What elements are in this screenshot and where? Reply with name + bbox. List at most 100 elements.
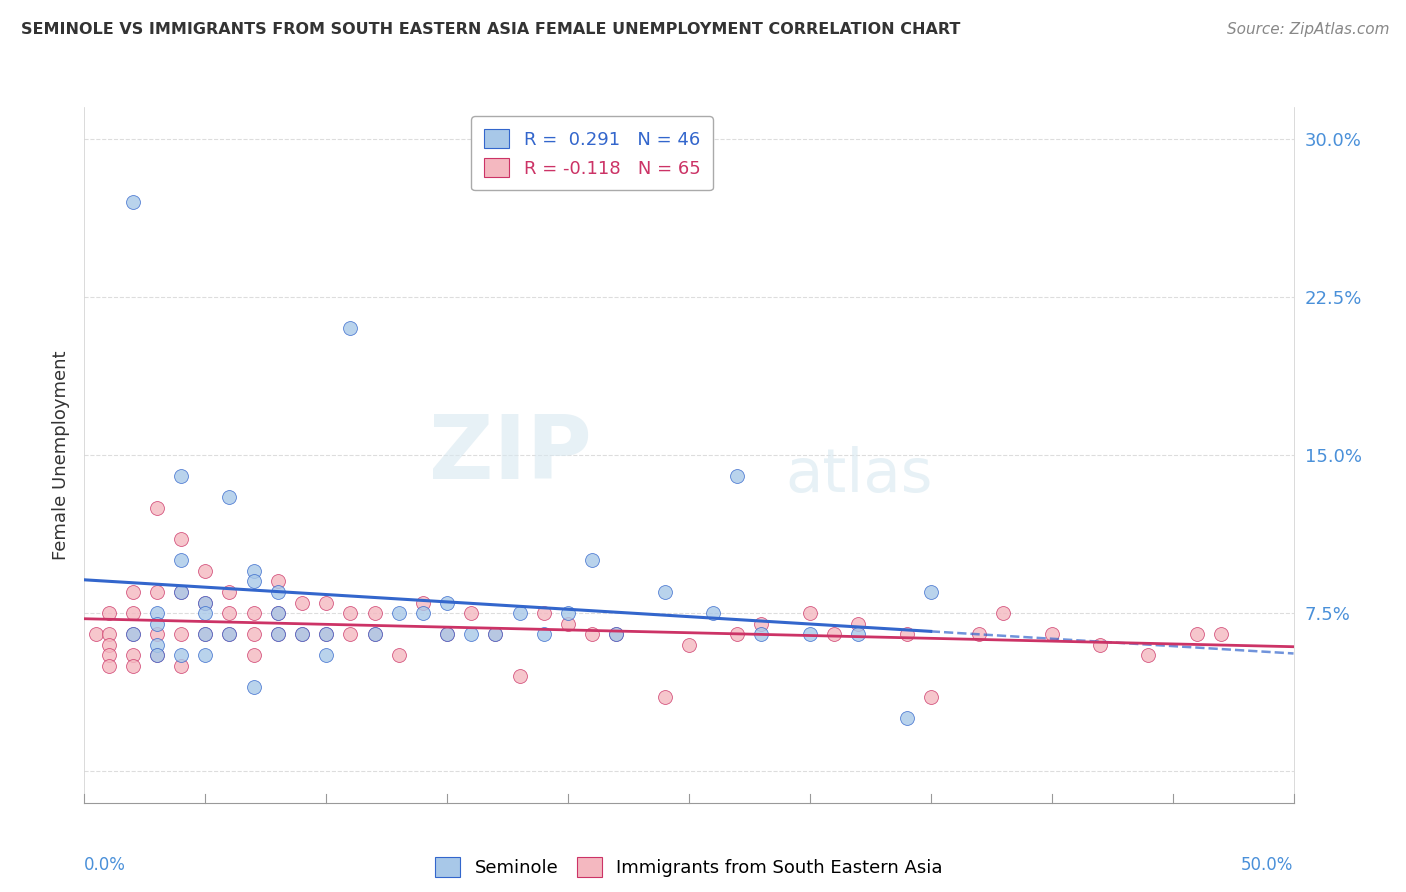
Point (1040, 627, 1063, 641)
Point (388, 606, 411, 620)
Point (121, 627, 143, 641)
Point (725, 627, 748, 641)
Point (557, 606, 579, 620)
Point (194, 595, 217, 609)
Point (388, 648, 411, 663)
Point (339, 321, 361, 335)
Point (605, 627, 627, 641)
Point (97, 638, 120, 652)
Point (654, 585, 676, 599)
Text: SEMINOLE VS IMMIGRANTS FROM SOUTH EASTERN ASIA FEMALE UNEMPLOYMENT CORRELATION C: SEMINOLE VS IMMIGRANTS FROM SOUTH EASTER… (21, 22, 960, 37)
Point (460, 627, 482, 641)
Point (121, 648, 143, 663)
Point (170, 553, 193, 567)
Point (557, 616, 579, 631)
Point (146, 638, 169, 652)
Point (146, 585, 169, 599)
Point (146, 616, 169, 631)
Point (218, 606, 240, 620)
Point (315, 595, 337, 609)
Point (896, 627, 918, 641)
Text: Source: ZipAtlas.com: Source: ZipAtlas.com (1226, 22, 1389, 37)
Point (218, 627, 240, 641)
Point (993, 606, 1015, 620)
Point (194, 595, 217, 609)
Point (533, 627, 555, 641)
Point (363, 606, 385, 620)
Point (86, 627, 108, 641)
Point (799, 627, 821, 641)
Text: 50.0%: 50.0% (1241, 855, 1294, 873)
Point (170, 648, 193, 663)
Point (97, 627, 120, 641)
Point (291, 627, 314, 641)
Point (194, 627, 217, 641)
Point (146, 606, 169, 620)
Point (267, 606, 290, 620)
Point (605, 627, 627, 641)
Point (702, 606, 724, 620)
Point (339, 627, 361, 641)
Point (97, 658, 120, 673)
Point (291, 595, 314, 609)
Point (242, 648, 264, 663)
Point (967, 627, 990, 641)
Point (751, 616, 773, 631)
Point (146, 627, 169, 641)
Point (823, 627, 845, 641)
Point (581, 553, 603, 567)
Point (121, 627, 143, 641)
Point (170, 585, 193, 599)
Point (315, 627, 337, 641)
Point (1137, 648, 1160, 663)
Point (267, 606, 290, 620)
Point (194, 564, 217, 578)
Point (267, 585, 290, 599)
Point (194, 627, 217, 641)
Y-axis label: Female Unemployment: Female Unemployment (52, 351, 70, 559)
Point (97, 606, 120, 620)
Point (484, 627, 506, 641)
Point (678, 638, 700, 652)
Point (218, 585, 240, 599)
Text: ZIP: ZIP (429, 411, 592, 499)
Point (170, 533, 193, 547)
Point (170, 585, 193, 599)
Point (846, 627, 869, 641)
Point (170, 469, 193, 483)
Point (121, 606, 143, 620)
Point (315, 648, 337, 663)
Point (751, 627, 773, 641)
Point (121, 585, 143, 599)
Point (412, 606, 434, 620)
Point (581, 627, 603, 641)
Point (194, 648, 217, 663)
Point (920, 585, 942, 599)
Point (799, 606, 821, 620)
Point (725, 469, 748, 483)
Point (363, 627, 385, 641)
Point (484, 627, 506, 641)
Point (412, 595, 434, 609)
Point (242, 564, 264, 578)
Point (1088, 638, 1111, 652)
Point (436, 595, 458, 609)
Point (436, 627, 458, 641)
Point (97, 648, 120, 663)
Point (242, 627, 264, 641)
Point (242, 680, 264, 694)
Point (654, 690, 676, 705)
Point (242, 574, 264, 589)
Point (363, 627, 385, 641)
Point (146, 648, 169, 663)
Point (920, 690, 942, 705)
Point (218, 627, 240, 641)
Point (121, 194, 143, 209)
Point (170, 658, 193, 673)
Point (267, 627, 290, 641)
Point (339, 606, 361, 620)
Point (533, 606, 555, 620)
Point (460, 606, 482, 620)
Text: atlas: atlas (786, 446, 934, 505)
Point (170, 627, 193, 641)
